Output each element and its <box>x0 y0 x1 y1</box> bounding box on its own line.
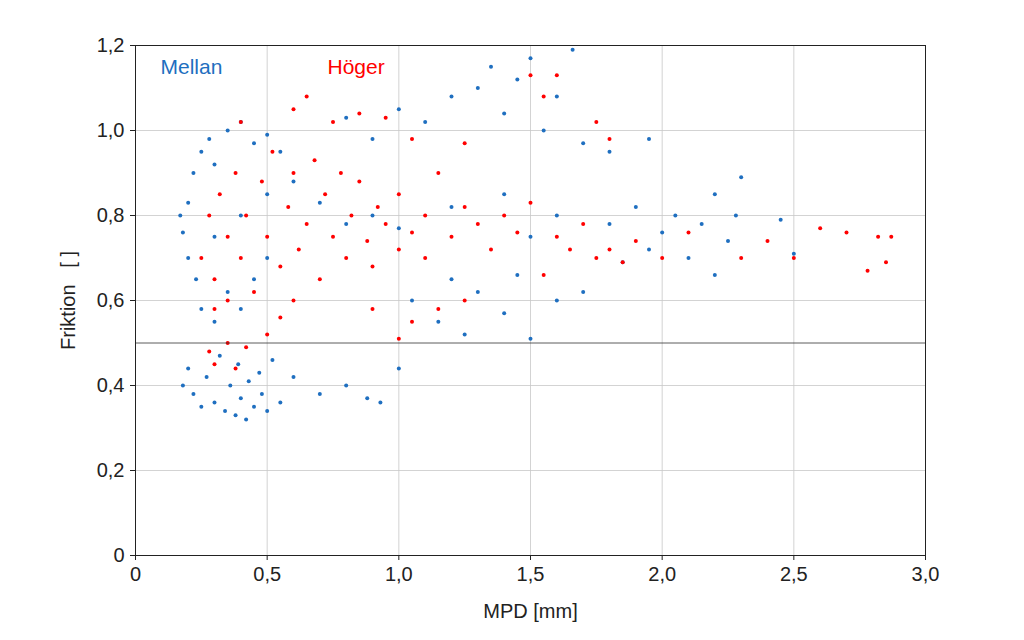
svg-text:Friktion [ ]: Friktion [ ] <box>57 251 79 350</box>
svg-text:Höger: Höger <box>328 55 385 78</box>
svg-text:0,6: 0,6 <box>97 289 125 311</box>
svg-text:Mellan: Mellan <box>161 55 223 78</box>
svg-text:0,8: 0,8 <box>97 204 125 226</box>
svg-text:1,0: 1,0 <box>385 563 413 585</box>
svg-text:1,2: 1,2 <box>97 34 125 56</box>
svg-text:MPD [mm]: MPD [mm] <box>483 600 577 622</box>
svg-text:3,0: 3,0 <box>912 563 940 585</box>
svg-text:0,5: 0,5 <box>253 563 281 585</box>
svg-text:2,0: 2,0 <box>648 563 676 585</box>
svg-text:2,5: 2,5 <box>780 563 808 585</box>
svg-text:0,2: 0,2 <box>97 459 125 481</box>
svg-text:0: 0 <box>113 544 124 566</box>
svg-text:0: 0 <box>130 563 141 585</box>
svg-text:0,4: 0,4 <box>97 374 125 396</box>
svg-text:1,5: 1,5 <box>517 563 545 585</box>
svg-text:1,0: 1,0 <box>97 119 125 141</box>
